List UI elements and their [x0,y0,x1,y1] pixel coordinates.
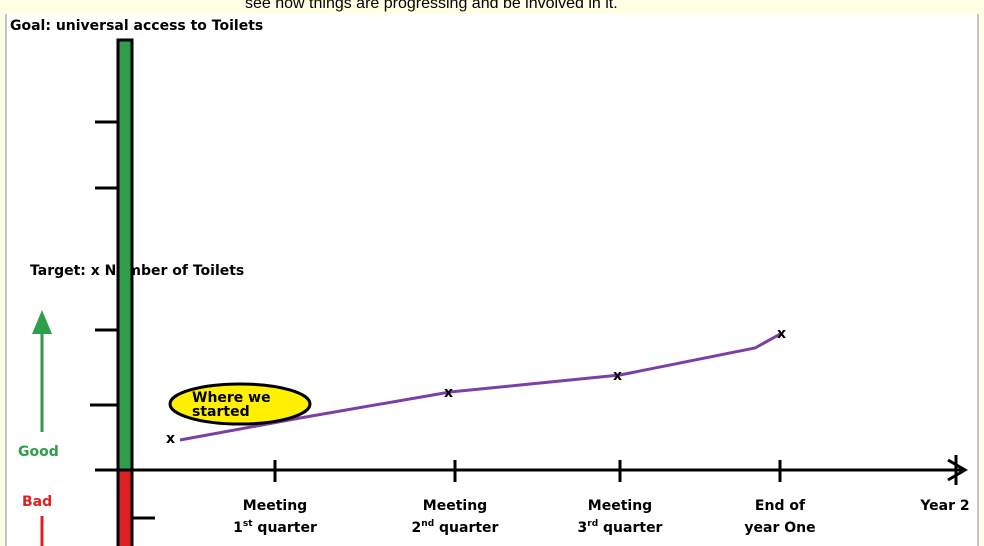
marker: x [166,431,175,447]
good-axis [116,38,134,472]
ordinal-suffix: nd [421,519,434,529]
ordinal: 1 [233,520,243,536]
canvas [6,14,978,546]
start-note-line: Where we [192,390,271,406]
milestone-line: Year 2 [919,498,969,514]
good-arrowhead [32,310,52,334]
banner-text: see how things are progressing and be in… [245,0,618,12]
milestone-line: 2nd quarter [412,519,499,536]
milestone-line: Meeting [423,498,487,514]
ordinal-suffix: rd [587,519,598,529]
milestone-text: year One [744,520,815,536]
ordinal: 3 [578,520,588,536]
milestone-line: Meeting [243,498,307,514]
milestone-line: year One [744,520,815,536]
ordinal: 2 [412,520,422,536]
marker: x [777,326,786,342]
start-bubble [168,382,312,426]
milestone-text: quarter [603,520,663,536]
axis-ticks [90,120,155,520]
bad-axis [116,468,134,546]
milestone-line: End of [755,498,806,514]
marker: x [613,368,622,384]
marker: x [444,385,453,401]
milestone-text: quarter [257,520,317,536]
goal-label: Goal: universal access to Toilets [10,18,263,34]
bad-label: Bad [22,494,52,510]
ordinal-suffix: st [243,519,253,529]
time-ticks [273,455,958,485]
axis-arrow [947,458,968,482]
start-note-line: started [192,404,250,420]
milestone-line: Meeting [588,498,652,514]
milestone-line: 3rd quarter [578,519,663,536]
target-label: Target: x Number of Toilets [30,263,244,279]
good-label: Good [18,444,59,460]
milestone-text: quarter [439,520,499,536]
milestone-line: 1st quarter [233,519,317,536]
